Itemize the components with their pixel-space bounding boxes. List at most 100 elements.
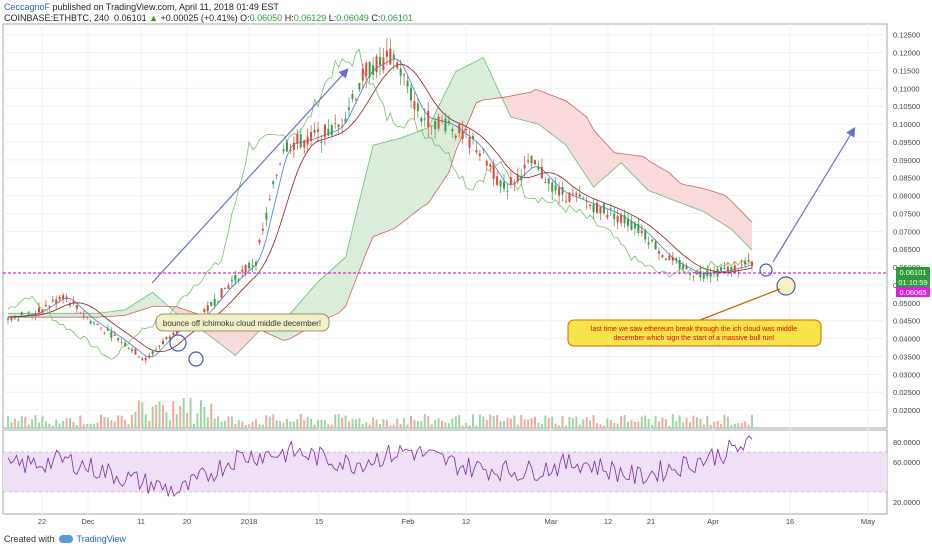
candle-body — [682, 264, 685, 269]
volume-bar — [69, 418, 71, 428]
candle-body — [726, 266, 729, 272]
price-tick-label: 0.09000 — [893, 156, 920, 165]
rsi-tick-label: 60.0000 — [893, 458, 920, 467]
volume-bar — [89, 423, 92, 428]
ohlc-line: COINBASE:ETHBTC, 240 0.06101 ▲ +0.00025 … — [4, 13, 413, 24]
candle-body — [658, 251, 660, 254]
candle-body — [441, 120, 443, 122]
candle-body — [248, 263, 251, 269]
price-axis: 0.12500 0.12000 0.11500 0.11000 0.10500 0.100… — [893, 31, 920, 415]
volume-bar — [275, 420, 278, 428]
candle-body — [75, 305, 78, 309]
candle-body — [327, 128, 330, 136]
volume-bar — [13, 418, 16, 428]
volume-bar — [20, 416, 23, 428]
cloud-segment — [152, 292, 157, 307]
cloud-segment — [727, 198, 732, 230]
candle-body — [630, 221, 633, 230]
volume-bar — [537, 422, 540, 428]
volume-bar — [203, 406, 206, 428]
candle-body — [323, 124, 326, 138]
candle-body — [492, 165, 495, 179]
candle-body — [220, 288, 223, 298]
volume-bar — [461, 425, 464, 428]
cloud-segment — [324, 272, 329, 320]
annotation-box-1[interactable] — [155, 313, 330, 332]
volume-bar — [103, 417, 106, 428]
volume-bar — [578, 424, 581, 428]
candle-body — [654, 241, 657, 250]
volume-bar — [182, 398, 185, 428]
candle-body — [689, 274, 691, 275]
volume-bar — [255, 419, 257, 428]
time-tick-label: 2018 — [241, 517, 258, 526]
volume-bar — [403, 418, 406, 428]
candle-body — [282, 149, 285, 152]
volume-bar — [613, 422, 616, 428]
candle-body — [744, 260, 747, 265]
volume-bar — [172, 401, 175, 428]
cloud-segment — [476, 59, 480, 103]
time-tick-label: 21 — [647, 517, 655, 526]
price-pane[interactable] — [2, 23, 888, 429]
candle-body — [261, 228, 264, 231]
candle-body — [606, 214, 609, 218]
cloud-segment — [228, 325, 232, 353]
candle-body — [578, 194, 581, 197]
volume-bar — [516, 424, 519, 428]
cloud-segment — [73, 313, 77, 318]
volume-bar — [58, 423, 61, 428]
volume-bar — [248, 424, 251, 428]
last-price-label: 0.06101 — [899, 268, 926, 277]
cloud-segment — [628, 154, 632, 174]
tradingview-brand-link[interactable]: TradingView — [76, 534, 127, 544]
author-link[interactable]: CeccagnoF — [4, 2, 51, 12]
cloud-segment — [135, 301, 139, 313]
cloud-segment — [455, 69, 460, 151]
volume-bar — [427, 416, 430, 428]
cloud-segment — [479, 57, 484, 102]
candle-body — [313, 130, 316, 133]
volume-bar — [596, 423, 598, 428]
candle-body — [348, 107, 350, 110]
price-tick-label: 0.04500 — [893, 317, 920, 326]
annotation-box-2[interactable] — [567, 319, 822, 347]
cloud-segment — [231, 326, 236, 356]
volume-bar — [389, 425, 392, 428]
cloud-segment — [738, 208, 742, 240]
volume-bar — [289, 421, 292, 428]
candle-body — [17, 319, 20, 321]
candle-body — [217, 301, 220, 303]
candle-body — [661, 255, 664, 258]
cloud-segment — [717, 192, 721, 223]
cloud-segment — [393, 138, 398, 229]
price-tick-label: 0.05000 — [893, 299, 920, 308]
cloud-segment — [114, 310, 119, 317]
candle-body — [506, 191, 509, 193]
cloud-segment — [390, 139, 394, 231]
candle-body — [599, 206, 602, 214]
cloud-segment — [373, 144, 377, 237]
symbol-label[interactable]: COINBASE:ETHBTC, 240 — [4, 13, 110, 23]
cloud-segment — [507, 95, 511, 118]
candle-body — [695, 272, 698, 275]
cloud-segment — [586, 116, 591, 182]
candle-body — [20, 312, 23, 315]
candle-body — [640, 230, 643, 234]
time-tick-label: 11 — [137, 517, 145, 526]
cloud-segment — [462, 66, 467, 135]
price-tick-label: 0.12000 — [893, 49, 920, 58]
rsi-tick-label: 20.0000 — [893, 498, 920, 507]
volume-bar — [410, 415, 412, 428]
cloud-segment — [721, 194, 725, 225]
candle-body — [237, 279, 240, 281]
cloud-segment — [696, 187, 701, 211]
candle-body — [623, 215, 626, 224]
cloud-segment — [607, 145, 611, 175]
volume-bar — [127, 424, 130, 428]
candle-body — [234, 274, 237, 281]
candle-body — [41, 309, 44, 313]
candle-body — [592, 204, 595, 213]
candle-body — [534, 160, 536, 165]
volume-bar — [110, 420, 113, 428]
